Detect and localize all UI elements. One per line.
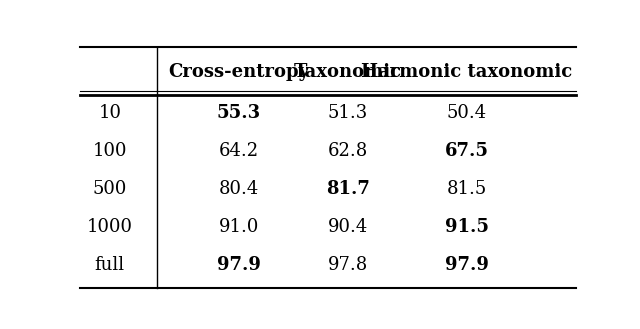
Text: 90.4: 90.4: [328, 218, 368, 236]
Text: 51.3: 51.3: [328, 104, 368, 122]
Text: 91.5: 91.5: [445, 218, 489, 236]
Text: 50.4: 50.4: [447, 104, 487, 122]
Text: 91.0: 91.0: [218, 218, 259, 236]
Text: 64.2: 64.2: [219, 142, 259, 160]
Text: 1000: 1000: [87, 218, 132, 236]
Text: 80.4: 80.4: [219, 180, 259, 198]
Text: 81.5: 81.5: [447, 180, 487, 198]
Text: Cross-entropy: Cross-entropy: [168, 63, 309, 81]
Text: 97.9: 97.9: [445, 256, 489, 274]
Text: Harmonic taxonomic: Harmonic taxonomic: [361, 63, 573, 81]
Text: 500: 500: [93, 180, 127, 198]
Text: 100: 100: [93, 142, 127, 160]
Text: 62.8: 62.8: [328, 142, 368, 160]
Text: 67.5: 67.5: [445, 142, 489, 160]
Text: 81.7: 81.7: [326, 180, 370, 198]
Text: 55.3: 55.3: [217, 104, 260, 122]
Text: full: full: [95, 256, 125, 274]
Text: 97.8: 97.8: [328, 256, 368, 274]
Text: 10: 10: [99, 104, 121, 122]
Text: 97.9: 97.9: [217, 256, 260, 274]
Text: Taxonomic: Taxonomic: [294, 63, 402, 81]
